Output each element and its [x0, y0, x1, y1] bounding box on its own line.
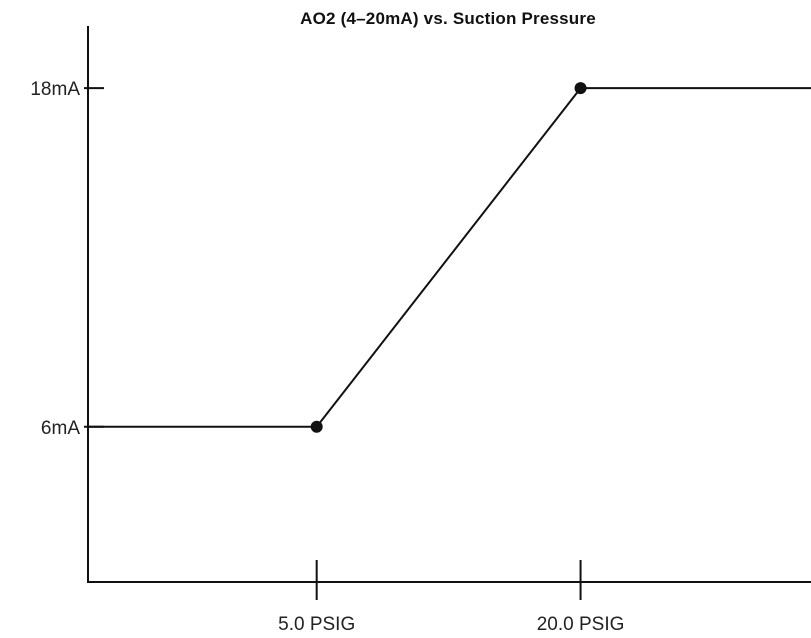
data-point-marker	[574, 82, 587, 95]
x-tick-label: 5.0 PSIG	[278, 614, 355, 635]
axes	[87, 26, 811, 583]
y-tick-label: 6mA	[41, 418, 80, 439]
series-layer	[88, 87, 811, 428]
series-line	[88, 87, 811, 428]
x-tick-label: 20.0 PSIG	[537, 614, 625, 635]
data-point-marker	[310, 420, 323, 433]
x-ticks: 5.0 PSIG 20.0 PSIG	[278, 560, 624, 635]
y-ticks: 18mA 6mA	[30, 79, 104, 439]
y-tick-label: 18mA	[30, 79, 80, 100]
marker-layer	[310, 82, 587, 433]
chart-title: AO2 (4–20mA) vs. Suction Pressure	[300, 9, 596, 28]
